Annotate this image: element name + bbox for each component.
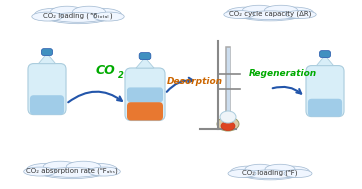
Text: CO₂ loading ( ᵃ6ₜₒₜₐₗ ): CO₂ loading ( ᵃ6ₜₒₜₐₗ ) [43,13,113,19]
Text: CO: CO [95,64,115,77]
FancyBboxPatch shape [41,49,52,56]
Ellipse shape [24,167,56,176]
Ellipse shape [93,12,124,21]
Ellipse shape [224,11,254,19]
Ellipse shape [284,170,312,177]
FancyBboxPatch shape [28,64,66,115]
FancyArrowPatch shape [167,78,193,92]
FancyBboxPatch shape [306,66,344,117]
Ellipse shape [245,164,275,174]
FancyBboxPatch shape [127,88,163,102]
Text: Desorption: Desorption [167,77,223,85]
Ellipse shape [88,167,120,176]
Ellipse shape [227,7,265,18]
Polygon shape [316,57,333,66]
Text: 2: 2 [118,70,124,80]
Ellipse shape [243,11,298,20]
Ellipse shape [245,170,295,179]
Ellipse shape [38,163,106,179]
Ellipse shape [275,7,313,18]
Ellipse shape [217,117,239,131]
Ellipse shape [237,7,303,21]
Ellipse shape [43,167,101,177]
Polygon shape [136,60,154,68]
Ellipse shape [228,170,256,177]
Ellipse shape [274,166,310,177]
Ellipse shape [265,5,298,15]
FancyBboxPatch shape [319,51,331,57]
Ellipse shape [26,163,67,176]
FancyBboxPatch shape [127,102,163,121]
Ellipse shape [32,12,63,21]
Ellipse shape [285,11,316,19]
Text: CO₂ absorption rate (ᵅFₐₕₛ): CO₂ absorption rate (ᵅFₐₕₛ) [26,168,118,174]
Text: CO₂ loading (ᵃF): CO₂ loading (ᵃF) [242,170,298,176]
Ellipse shape [83,8,121,21]
Text: CO₂ cycle capacity (ΔR): CO₂ cycle capacity (ΔR) [229,11,311,17]
Ellipse shape [51,6,84,17]
Polygon shape [38,55,55,64]
Ellipse shape [220,111,236,123]
Ellipse shape [66,161,101,172]
Text: Regeneration: Regeneration [249,70,317,78]
FancyBboxPatch shape [125,68,165,121]
FancyBboxPatch shape [139,53,151,60]
Ellipse shape [243,5,275,15]
Ellipse shape [34,8,73,21]
Ellipse shape [77,163,117,176]
FancyBboxPatch shape [30,95,64,115]
FancyArrowPatch shape [273,87,301,94]
Ellipse shape [43,161,78,172]
Ellipse shape [240,166,300,180]
Ellipse shape [45,8,111,24]
Ellipse shape [221,122,235,130]
FancyArrowPatch shape [68,92,122,102]
Ellipse shape [231,166,265,177]
FancyBboxPatch shape [308,99,342,117]
Ellipse shape [265,164,295,174]
Ellipse shape [72,6,105,17]
Ellipse shape [51,12,105,22]
